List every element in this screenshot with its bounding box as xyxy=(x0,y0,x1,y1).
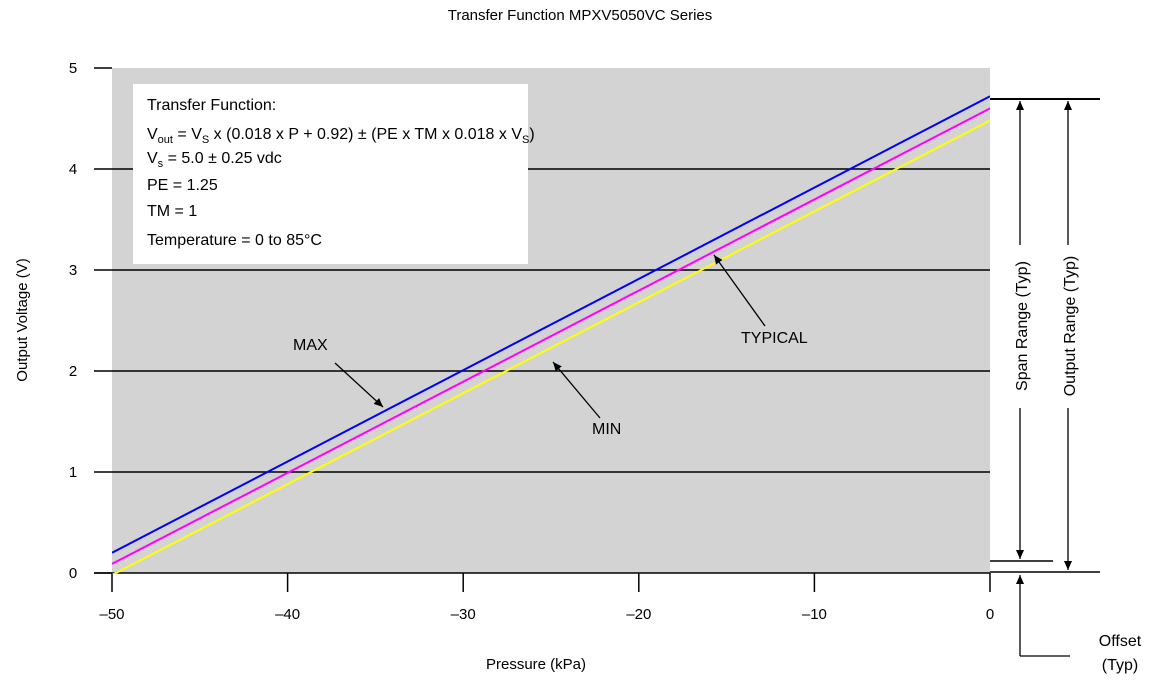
y-tick-label: 2 xyxy=(69,363,77,380)
offset-label-line-2: (Typ) xyxy=(1102,657,1138,674)
max-label: MAX xyxy=(293,337,328,354)
min-arrow xyxy=(552,361,601,419)
max-arrow xyxy=(334,362,384,408)
formula-line-5: TM = 1 xyxy=(147,203,197,220)
x-tick-label: –30 xyxy=(451,606,476,623)
series-line-min xyxy=(112,119,990,574)
formula-line-1: Transfer Function: xyxy=(147,97,276,114)
series-line-typical xyxy=(112,107,990,565)
y-tick-label: 3 xyxy=(69,262,77,279)
x-tick-label: –20 xyxy=(626,606,651,623)
y-tick-label: 0 xyxy=(69,565,77,582)
x-tick-label: –50 xyxy=(99,606,124,623)
chart-title: Transfer Function MPXV5050VC Series xyxy=(448,7,713,24)
y-tick-label: 5 xyxy=(69,60,77,77)
y-axis-label: Output Voltage (V) xyxy=(14,258,31,381)
series-line-max xyxy=(112,95,990,554)
x-axis-label: Pressure (kPa) xyxy=(486,656,586,673)
x-tick-label: 0 xyxy=(986,606,994,623)
formula-box: Transfer Function: Vout = VS x (0.018 x … xyxy=(133,84,535,264)
formula-line-4: PE = 1.25 xyxy=(147,177,218,194)
typical-label: TYPICAL xyxy=(741,330,808,347)
span-range-label: Span Range (Typ) xyxy=(1014,261,1031,391)
formula-line-6: Temperature = 0 to 85°C xyxy=(147,232,322,249)
y-tick-label: 4 xyxy=(69,161,77,178)
range-dimensions: Span Range (Typ) Output Range (Typ) Offs… xyxy=(990,98,1142,674)
x-tick-label: –40 xyxy=(275,606,300,623)
x-axis-ticks: –50 –40 –30 –20 –10 0 xyxy=(99,573,994,623)
formula-line-2: Vout = VS x (0.018 x P + 0.92) ± (PE x T… xyxy=(147,126,535,146)
offset-label-line-1: Offset xyxy=(1099,633,1142,650)
y-axis-ticks: 0 1 2 3 4 5 xyxy=(69,60,112,582)
min-label: MIN xyxy=(592,421,621,438)
formula-line-3: Vs = 5.0 ± 0.25 vdc xyxy=(147,150,282,170)
typical-arrow xyxy=(713,254,766,327)
y-tick-label: 1 xyxy=(69,464,77,481)
output-range-label: Output Range (Typ) xyxy=(1062,256,1079,397)
x-tick-label: –10 xyxy=(802,606,827,623)
series-lines xyxy=(112,95,990,574)
